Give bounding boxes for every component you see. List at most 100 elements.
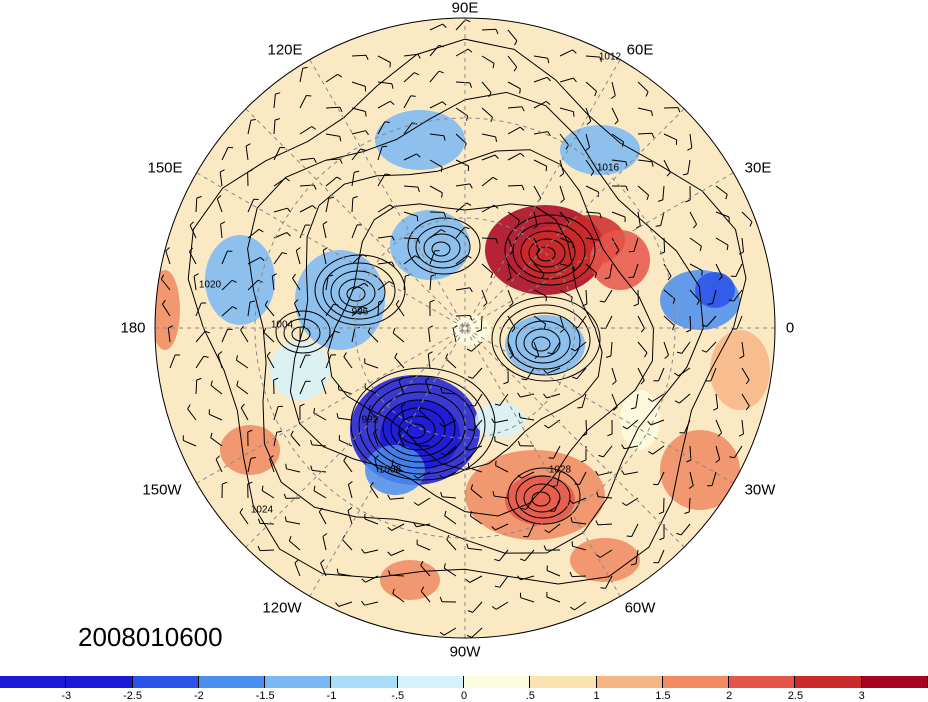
wind-barb-flag bbox=[644, 352, 648, 358]
wind-barb-flag bbox=[413, 440, 417, 446]
wind-barb-flag bbox=[595, 554, 601, 558]
wind-barb bbox=[481, 55, 495, 64]
wind-barb bbox=[390, 497, 405, 500]
wind-barb-flag bbox=[285, 177, 290, 182]
isobar bbox=[507, 312, 581, 370]
wind-barb-flag bbox=[427, 351, 433, 355]
colorbar-tick-label: 3 bbox=[858, 690, 865, 702]
wind-barb bbox=[551, 341, 561, 355]
wind-barb bbox=[599, 549, 613, 558]
wind-barb bbox=[470, 515, 483, 525]
wind-barb bbox=[581, 393, 587, 408]
wind-barb-flag bbox=[745, 379, 750, 385]
wind-barb-flag bbox=[495, 238, 499, 244]
wind-barb bbox=[455, 226, 466, 239]
wind-barb bbox=[736, 315, 743, 330]
wind-barb bbox=[481, 154, 496, 161]
anomaly-area bbox=[390, 210, 470, 280]
wind-barb bbox=[469, 575, 483, 583]
wind-barb-flag bbox=[420, 560, 424, 566]
wind-barb bbox=[481, 176, 494, 187]
wind-barb bbox=[507, 81, 521, 90]
wind-barb-flag bbox=[667, 275, 672, 281]
wind-barb bbox=[598, 496, 613, 499]
wind-barb bbox=[585, 81, 597, 92]
wind-barb-flag bbox=[466, 115, 469, 121]
wind-barb-flag bbox=[676, 532, 682, 536]
wind-barb bbox=[377, 146, 383, 161]
isobar bbox=[415, 225, 471, 269]
wind-barb bbox=[559, 77, 574, 83]
wind-barb bbox=[417, 471, 431, 479]
wind-barb bbox=[689, 471, 694, 486]
wind-barb-flag bbox=[646, 194, 650, 200]
wind-barb bbox=[391, 464, 405, 473]
wind-barb bbox=[689, 289, 700, 301]
wind-barb-flag bbox=[594, 273, 598, 279]
wind-barb-flag bbox=[738, 251, 744, 255]
wind-barb-flag bbox=[389, 62, 391, 68]
wind-barb-flag bbox=[645, 91, 649, 97]
wind-barb-flag bbox=[494, 558, 500, 562]
wind-barb-flag bbox=[348, 481, 353, 485]
wind-barb-flag bbox=[565, 144, 570, 150]
contour-label: 1008 bbox=[378, 464, 402, 476]
wind-barb-flag bbox=[405, 274, 411, 277]
wind-barb-flag bbox=[469, 82, 472, 88]
wind-barb-flag bbox=[281, 252, 288, 255]
wind-barb-flag bbox=[545, 166, 548, 172]
isobar bbox=[531, 336, 551, 352]
wind-barb-flag bbox=[400, 403, 406, 407]
wind-barb bbox=[579, 471, 587, 485]
isobar bbox=[520, 230, 576, 274]
wind-barb bbox=[481, 28, 497, 31]
wind-barb-flag bbox=[313, 408, 316, 414]
wind-barb-flag bbox=[594, 91, 597, 97]
wind-barb bbox=[347, 510, 353, 525]
wind-barb-flag bbox=[465, 19, 471, 23]
wind-barb-flag bbox=[621, 469, 625, 475]
anomaly-area bbox=[570, 538, 640, 582]
wind-barb-flag bbox=[543, 323, 547, 329]
wind-barb-flag bbox=[651, 161, 654, 167]
wind-barb-flag bbox=[261, 485, 264, 491]
anomaly-area bbox=[660, 430, 740, 510]
wind-barb bbox=[507, 106, 522, 109]
wind-barb-flag bbox=[320, 559, 325, 564]
wind-barb-flag bbox=[410, 95, 416, 97]
wind-barb-flag bbox=[494, 154, 499, 160]
isobar bbox=[358, 375, 486, 475]
wind-barb bbox=[364, 601, 379, 606]
wind-barb bbox=[574, 601, 587, 611]
wind-barb-flag bbox=[490, 273, 494, 279]
wind-barb bbox=[559, 211, 570, 223]
wind-barb-flag bbox=[160, 274, 165, 280]
wind-barb-flag bbox=[417, 186, 420, 193]
wind-barb bbox=[351, 197, 354, 213]
wind-barb bbox=[741, 211, 753, 223]
colorbar-segment bbox=[530, 676, 597, 688]
wind-barb-flag bbox=[495, 460, 497, 466]
wind-barb-flag bbox=[651, 133, 655, 138]
longitude-label: 120W bbox=[262, 599, 302, 617]
wind-barb-flag bbox=[728, 299, 734, 302]
colorbar-tick-label: -1 bbox=[326, 690, 337, 702]
wind-barb-flag bbox=[688, 485, 694, 489]
wind-barb bbox=[507, 152, 521, 161]
wind-barb-flag bbox=[347, 507, 353, 511]
wind-barb-flag bbox=[322, 221, 328, 225]
wind-barb bbox=[217, 354, 223, 369]
wind-barb bbox=[182, 439, 197, 447]
wind-barb-flag bbox=[492, 63, 495, 69]
wind-barb bbox=[663, 159, 671, 173]
wind-barb bbox=[420, 565, 431, 577]
wind-barb-flag bbox=[240, 403, 245, 409]
wind-barb bbox=[444, 567, 457, 577]
wind-barb bbox=[321, 380, 327, 395]
wind-barb bbox=[706, 341, 717, 353]
wind-barb-flag bbox=[511, 327, 516, 333]
wind-barb-flag bbox=[647, 420, 652, 426]
wind-barb bbox=[494, 440, 509, 447]
contour-label: 1016 bbox=[596, 162, 620, 174]
wind-barb-flag bbox=[491, 606, 497, 610]
